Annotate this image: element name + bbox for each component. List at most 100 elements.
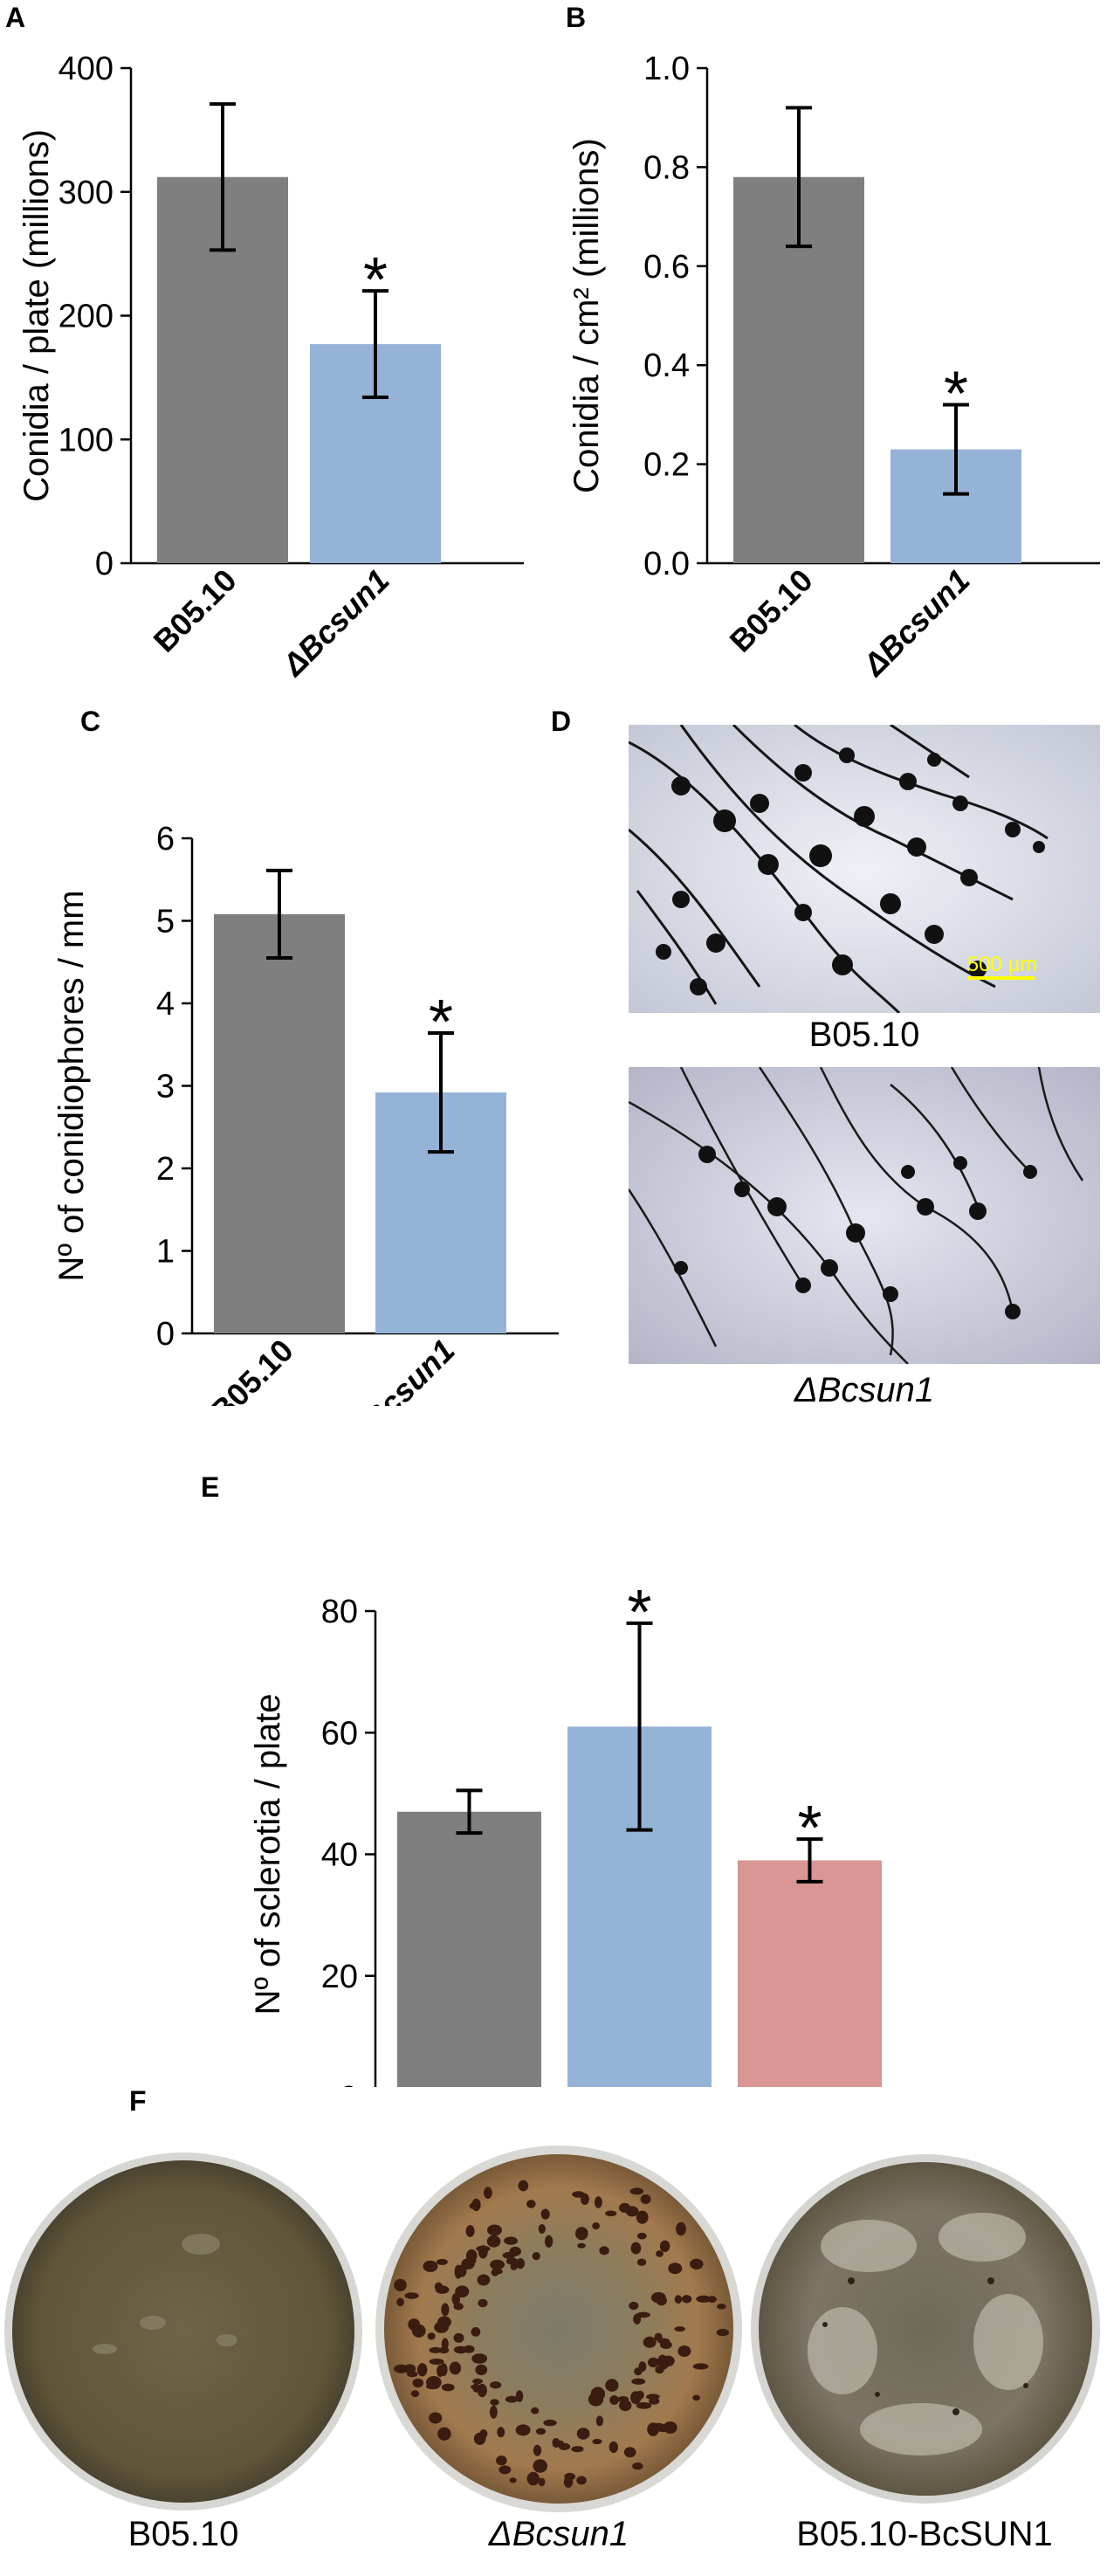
y-tick-label: 20 xyxy=(321,1959,358,1995)
sclerotium-dot xyxy=(592,2438,602,2445)
y-tick-label: 400 xyxy=(58,51,113,87)
x-tick-label: B05.10 xyxy=(147,562,244,659)
bar xyxy=(738,1860,882,2087)
sclerotium-dot xyxy=(465,2249,478,2263)
sclerotium-dot xyxy=(594,2196,602,2208)
significance-marker: * xyxy=(944,360,968,430)
sclerotium-dot xyxy=(516,2258,526,2269)
sclerotium-dot xyxy=(423,2260,438,2272)
sclerotium-dot xyxy=(631,2378,646,2385)
significance-marker: * xyxy=(429,988,453,1057)
sclerotium-dot xyxy=(453,2345,468,2354)
x-tick-label-group: ΔBcsun1 xyxy=(274,562,395,684)
chart-b-conidia-per-cm2: 0.0 0.2 0.4 0.6 0.8 1.0 Conidia / cm² (million… xyxy=(567,51,1100,684)
plate-b0510 xyxy=(4,2152,362,2511)
sclerotium-dot xyxy=(636,2311,650,2318)
sclerotium-dot xyxy=(647,2357,659,2368)
sclerotium-dot xyxy=(657,2354,668,2369)
sclerotium-dot xyxy=(636,2232,647,2240)
y-tick-label: 6 xyxy=(156,821,175,858)
sclerotium-dot xyxy=(647,2422,659,2436)
y-tick-label: 0.0 xyxy=(643,546,690,582)
sclerotium-dot xyxy=(417,2363,428,2377)
sclerotium-dot xyxy=(518,2180,529,2192)
sclerotium-dot xyxy=(526,2471,540,2486)
plate-b0510-caption: B05.10 xyxy=(127,2515,239,2553)
micrograph-b0510-caption: B05.10 xyxy=(808,1016,920,1054)
sclerotium-dot xyxy=(707,2296,717,2303)
sclerotium-dot xyxy=(472,2378,484,2385)
x-tick-label-group: ΔBcsun1 xyxy=(340,1333,461,1406)
panel-letter-b: B xyxy=(566,2,587,33)
sclerotium-dot xyxy=(575,2227,588,2241)
sclerotium-dot xyxy=(497,2427,505,2438)
sclerotium-dot xyxy=(643,2336,657,2348)
sclerotium-dot xyxy=(605,2210,617,2217)
sclerotium-dot xyxy=(625,2206,639,2217)
sclerotium-dot xyxy=(491,2268,499,2276)
sclerotium-dot xyxy=(609,2441,618,2454)
sclerotium-dot xyxy=(576,2428,590,2440)
sclerotium-dot xyxy=(449,2361,462,2375)
panel-letter-a: A xyxy=(5,2,26,33)
panel-letter-d: D xyxy=(551,706,572,737)
sclerotium-dot xyxy=(394,2364,409,2373)
sclerotium-dot xyxy=(496,2455,507,2466)
sclerotium-dot xyxy=(505,2257,518,2265)
sclerotium-dot xyxy=(487,2224,502,2236)
sclerotium-dot xyxy=(436,2258,448,2265)
sclerotium-dot xyxy=(577,2242,586,2249)
sclerotium-dot xyxy=(692,2394,700,2401)
sclerotium-dot xyxy=(677,2345,691,2357)
sclerotium-dot xyxy=(469,2202,478,2209)
sclerotium-dot xyxy=(502,2252,516,2259)
sclerotium-dot xyxy=(437,2427,451,2441)
sclerotium-dot xyxy=(476,2245,491,2252)
x-tick-label: ΔBcsun1 xyxy=(855,562,976,684)
y-tick-label: 5 xyxy=(156,904,175,940)
y-tick-label: 80 xyxy=(321,1594,358,1630)
sclerotium-dot xyxy=(441,2383,455,2392)
x-tick-label: ΔBcsun1 xyxy=(340,1333,461,1406)
sclerotium-dot xyxy=(471,2353,488,2364)
sclerotium-dot xyxy=(412,2378,424,2388)
sclerotium-dot xyxy=(505,2395,519,2403)
sclerotium-dot xyxy=(484,2187,492,2199)
scale-bar-label: 500 µm xyxy=(967,953,1038,976)
y-axis-label: Conidia / cm² (millions) xyxy=(567,138,606,493)
sclerotium-dot xyxy=(540,2208,550,2220)
panel-letter-e: E xyxy=(201,1471,220,1503)
sclerotium-dot xyxy=(437,2365,444,2378)
sclerotium-dot xyxy=(490,2405,498,2419)
sclerotium-dot xyxy=(638,2361,647,2373)
sclerotium-dot xyxy=(471,2327,481,2337)
sclerotium-dot xyxy=(659,2240,670,2252)
chart-a-conidia-per-plate: 0 100 200 300 400 Conidia / plate (millions) B… xyxy=(17,51,524,684)
sclerotium-dot xyxy=(471,2384,484,2390)
sclerotium-dot xyxy=(477,2274,491,2286)
sclerotium-dot xyxy=(498,2465,512,2475)
sclerotium-dot xyxy=(454,2264,463,2279)
sclerotium-dot xyxy=(531,2407,540,2414)
sclerotium-dot xyxy=(465,2225,475,2237)
sclerotium-dot xyxy=(533,2444,542,2456)
sclerotium-dot xyxy=(438,2346,450,2354)
sclerotium-dot xyxy=(504,2236,519,2245)
sclerotium-dot xyxy=(532,2252,540,2261)
sclerotium-dot xyxy=(486,2235,501,2248)
sclerotium-dot xyxy=(572,2191,586,2198)
sclerotium-dot xyxy=(538,2224,546,2234)
plate-b0510-bcsun1 xyxy=(751,2154,1100,2504)
sclerotium-dot xyxy=(453,2332,464,2343)
micrograph-bcsun1 xyxy=(629,1067,1100,1364)
sclerotium-dot xyxy=(427,2332,436,2340)
sclerotium-dot xyxy=(660,2340,672,2349)
sclerotium-dot xyxy=(605,2379,619,2392)
sclerotium-dot xyxy=(478,2298,488,2308)
x-tick-label: B05.10 xyxy=(723,562,820,659)
sclerotium-dot xyxy=(629,2187,644,2195)
y-axis-label: Nº of sclerotia / plate xyxy=(249,1693,287,2015)
panel-letter-f: F xyxy=(129,2085,147,2117)
sclerotium-dot xyxy=(556,2440,565,2447)
x-tick-label-group: B05.10 xyxy=(147,562,244,659)
